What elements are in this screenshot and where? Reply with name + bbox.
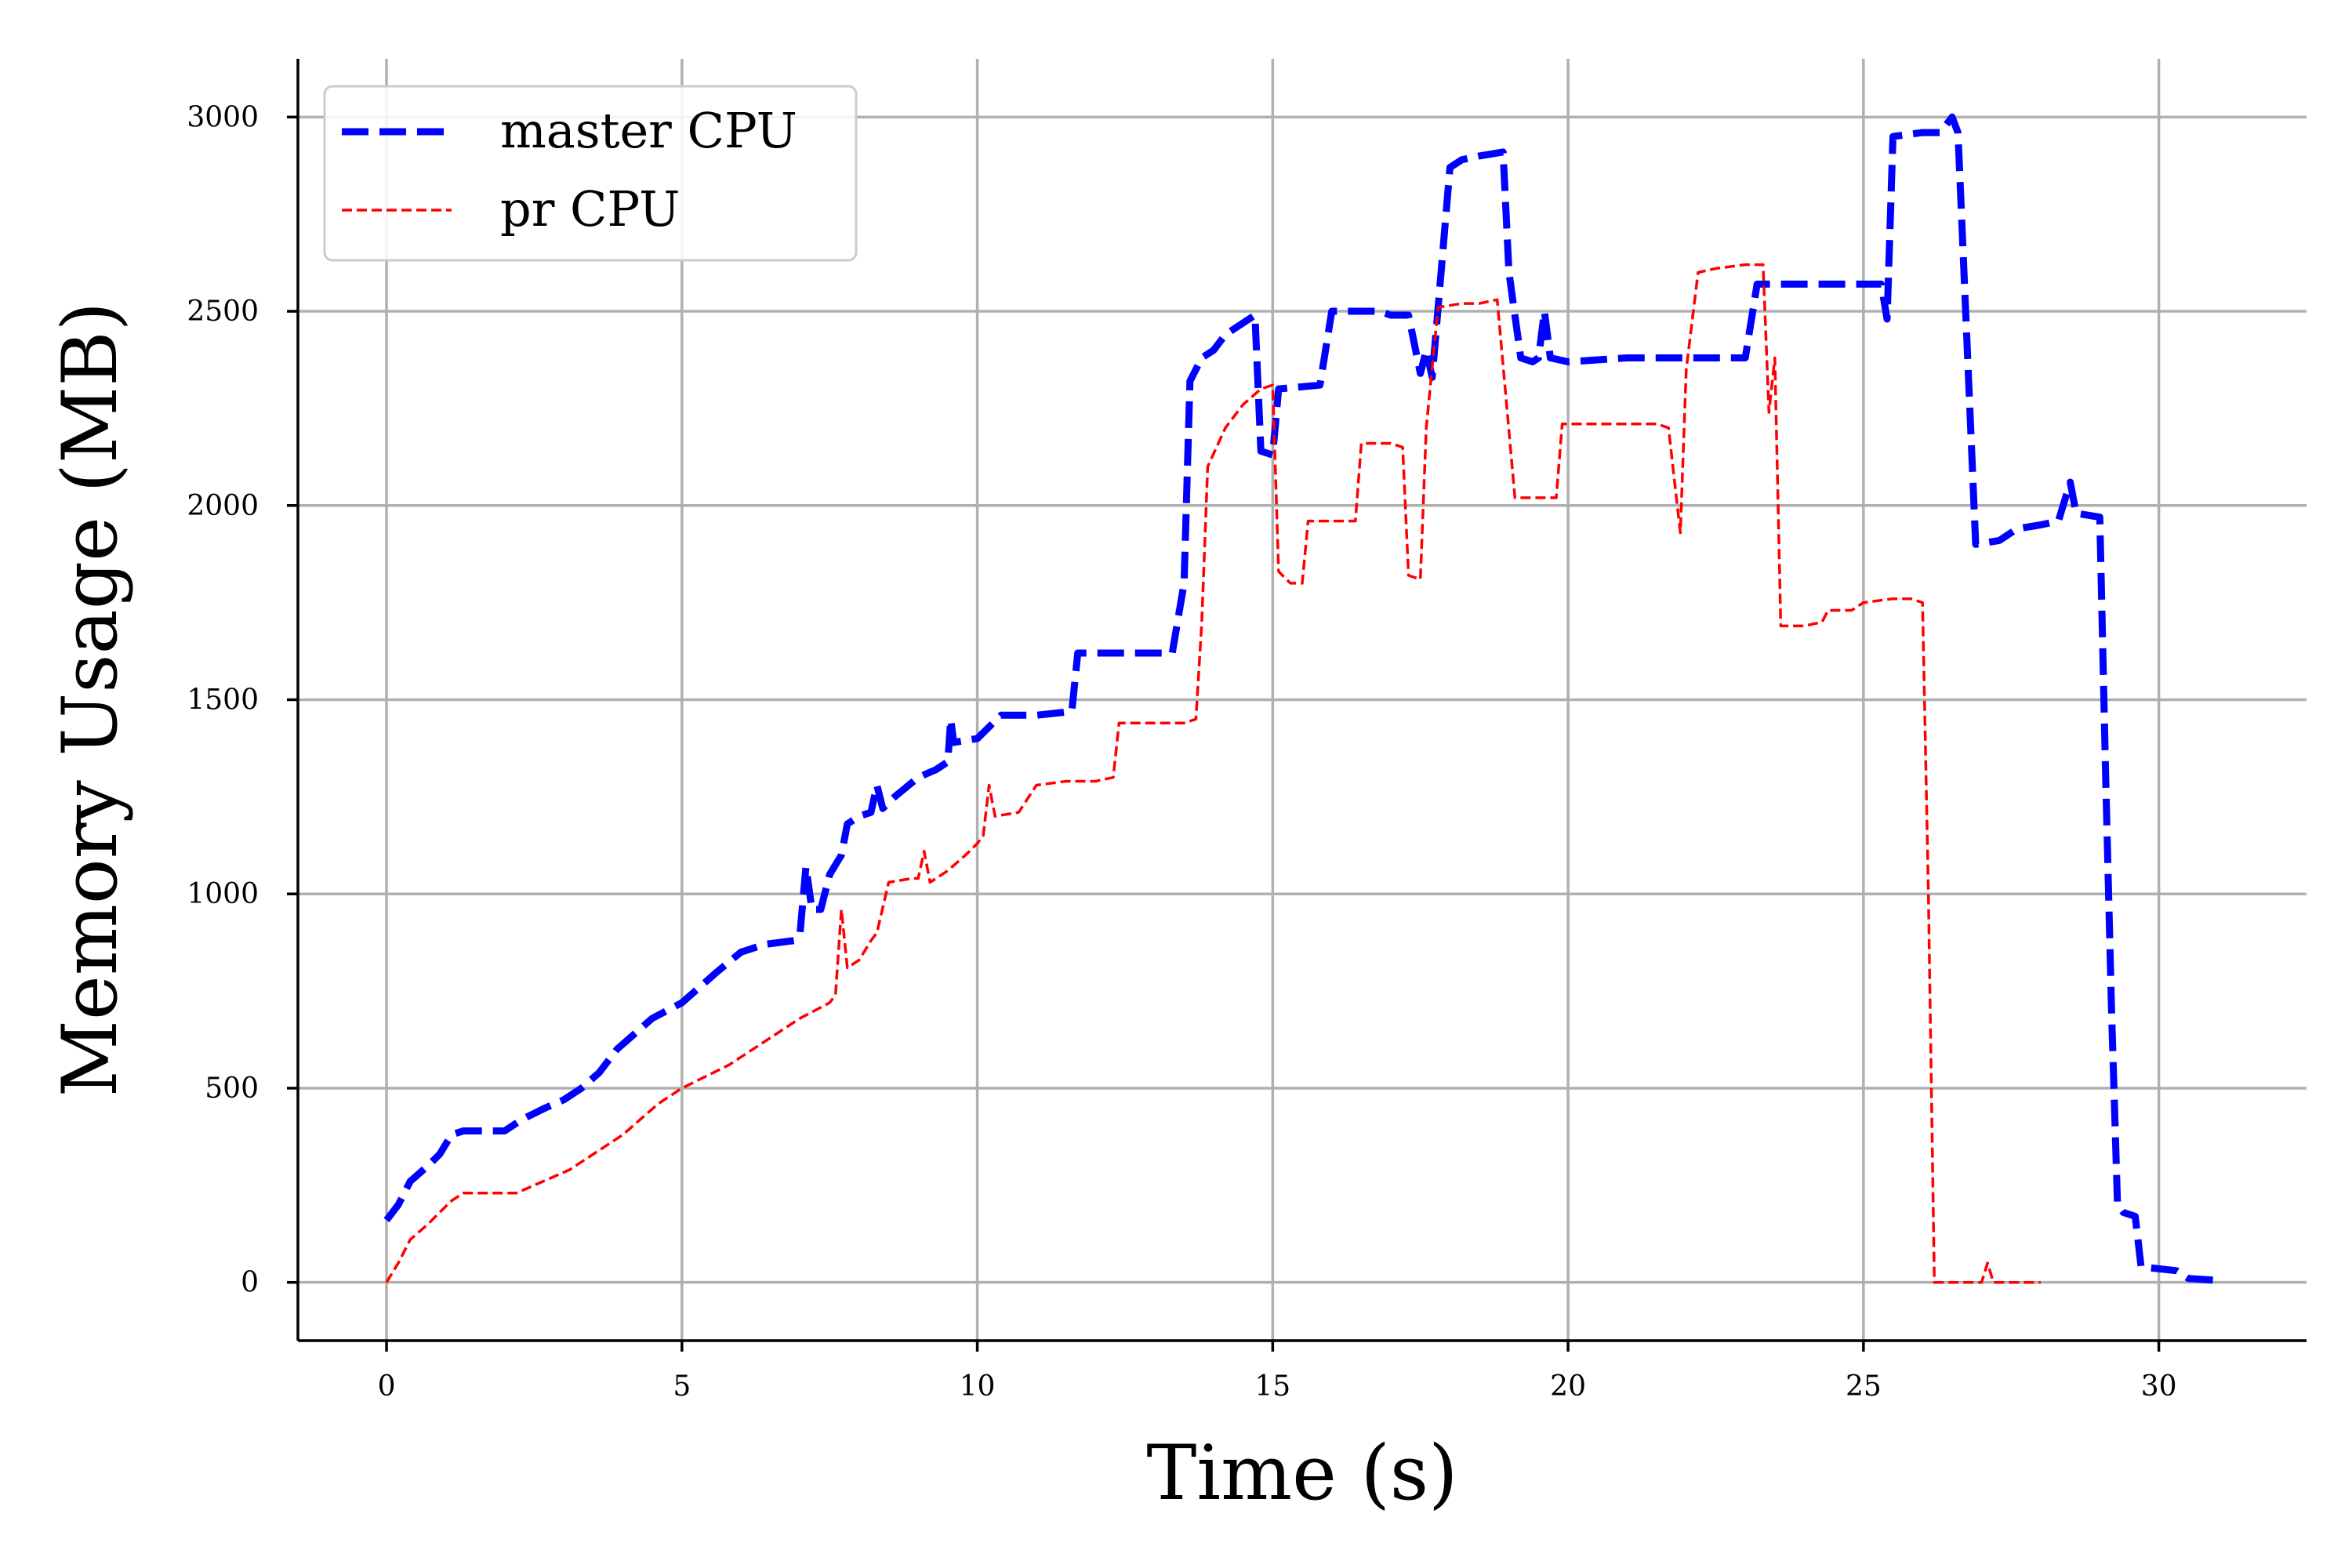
x-tick-label: 0 xyxy=(378,1370,396,1403)
series-lines xyxy=(383,113,2219,1284)
x-axis-label: Time (s) xyxy=(1146,1429,1457,1517)
y-tick-label: 3000 xyxy=(187,101,259,133)
y-tick-label: 1000 xyxy=(187,878,259,910)
y-tick-label: 0 xyxy=(241,1267,259,1299)
y-tick-label: 1500 xyxy=(187,684,259,717)
legend-label-pr-cpu: pr CPU xyxy=(500,180,680,238)
y-tick-label: 2000 xyxy=(187,490,259,522)
y-tick-label: 2500 xyxy=(187,296,259,328)
legend-label-master-cpu: master CPU xyxy=(500,102,797,159)
x-ticks: 0 5 10 15 20 25 30 xyxy=(378,1341,2177,1403)
x-tick-label: 20 xyxy=(1550,1370,1586,1403)
y-axis-label: Memory Usage (MB) xyxy=(46,302,134,1098)
grid xyxy=(298,59,2307,1341)
series-line-pr-cpu xyxy=(385,263,2041,1284)
x-tick-label: 10 xyxy=(960,1370,996,1403)
series-line-master-cpu xyxy=(383,113,2219,1284)
x-tick-label: 15 xyxy=(1254,1370,1290,1403)
y-tick-label: 500 xyxy=(205,1073,259,1105)
legend-frame xyxy=(323,85,858,262)
y-ticks: 0 500 1000 1500 2000 2500 3000 xyxy=(187,101,298,1299)
legend: master CPU pr CPU xyxy=(323,85,858,262)
x-tick-label: 25 xyxy=(1846,1370,1882,1403)
x-tick-label: 5 xyxy=(673,1370,691,1403)
x-tick-label: 30 xyxy=(2141,1370,2177,1403)
